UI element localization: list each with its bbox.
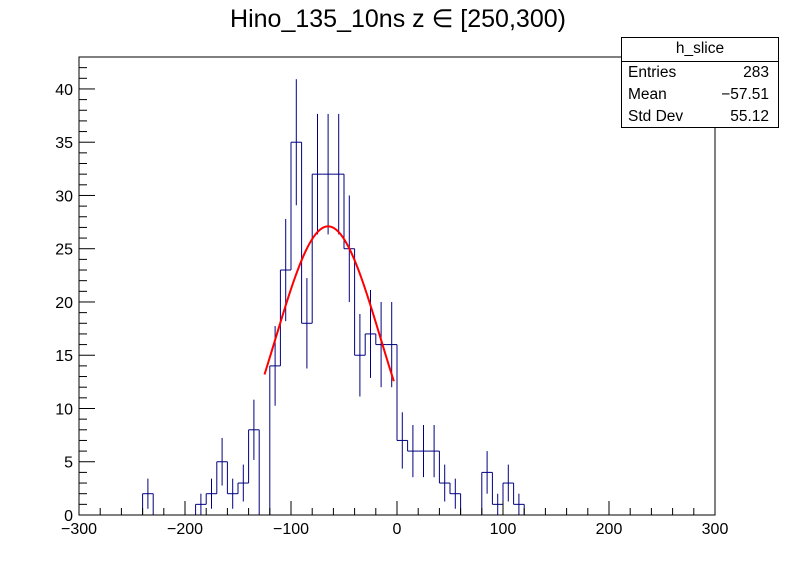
chart-title: Hino_135_10ns z ∈ [250,300)	[230, 5, 566, 33]
x-tick-label: −200	[167, 521, 203, 538]
y-tick-label: 40	[55, 82, 73, 99]
y-tick-label: 10	[55, 401, 73, 418]
x-tick-label: 100	[490, 521, 517, 538]
stats-label: Entries	[628, 64, 677, 81]
y-axis: 0 5 10 15 20 25 30 35 40	[55, 56, 95, 525]
x-axis: −300 −200 −100 0 100 200 300	[61, 501, 728, 538]
y-tick-label: 5	[64, 455, 73, 472]
x-tick-label: 200	[596, 521, 623, 538]
y-tick-label: 25	[55, 242, 73, 259]
stats-row-stddev: Std Dev 55.12	[622, 106, 778, 128]
histogram-series	[79, 141, 715, 516]
stats-value: 283	[743, 64, 769, 81]
y-tick-label: 20	[55, 295, 73, 312]
y-tick-label: 30	[55, 188, 73, 205]
stats-label: Std Dev	[628, 108, 684, 125]
stats-value: −57.51	[721, 86, 769, 103]
stats-box: h_slice Entries 283 Mean −57.51 Std Dev …	[621, 37, 779, 128]
y-tick-label: 0	[64, 508, 73, 525]
stats-value: 55.12	[730, 108, 769, 125]
y-tick-label: 15	[55, 348, 73, 365]
stats-row-mean: Mean −57.51	[622, 84, 778, 106]
x-tick-label: 300	[702, 521, 729, 538]
error-bars	[147, 79, 520, 515]
plot-frame	[78, 56, 716, 516]
x-tick-label: −100	[273, 521, 309, 538]
stats-box-title: h_slice	[622, 38, 778, 62]
gaussian-fit-curve	[263, 225, 395, 382]
x-tick-label: −300	[61, 521, 97, 538]
stats-label: Mean	[628, 86, 667, 103]
y-tick-label: 35	[55, 135, 73, 152]
x-tick-label: 0	[393, 521, 402, 538]
stats-row-entries: Entries 283	[622, 62, 778, 84]
